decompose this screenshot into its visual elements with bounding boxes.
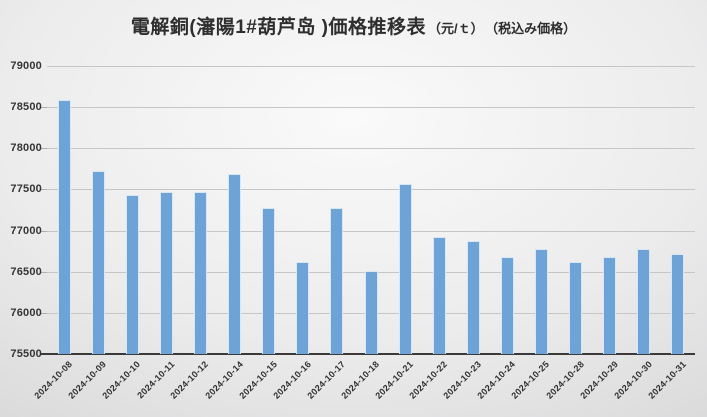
bar [466, 241, 480, 354]
y-axis-tick [41, 271, 47, 273]
y-axis-label: 79000 [10, 60, 42, 72]
bar [569, 261, 583, 354]
bar [535, 248, 549, 354]
y-axis-label: 75500 [10, 348, 42, 360]
y-axis-label: 76000 [10, 306, 42, 319]
bar [193, 191, 207, 354]
chart-title-main: 電解銅(瀋陽1#葫芦岛 )価格推移表 [130, 17, 426, 38]
bar [364, 270, 378, 354]
bar [500, 256, 514, 354]
y-axis-tick [41, 230, 47, 232]
bar [603, 256, 617, 354]
chart-title-note: （税込み価格） [491, 21, 577, 36]
gridline [47, 107, 695, 109]
bar [296, 261, 310, 354]
y-axis-label: 78000 [10, 142, 42, 155]
gridline [47, 66, 695, 67]
y-axis-tick [41, 189, 47, 191]
bar [159, 191, 173, 354]
gridline [47, 189, 695, 191]
gridline [47, 230, 695, 232]
y-axis-tick [41, 148, 47, 150]
y-axis-label: 76500 [10, 265, 42, 278]
bar [671, 253, 685, 354]
bar [228, 173, 242, 354]
chart-title: 電解銅(瀋陽1#葫芦岛 )価格推移表 （元/ｔ） （税込み価格） [0, 12, 707, 39]
bar [330, 208, 344, 354]
x-axis-line [41, 353, 695, 355]
bar [637, 248, 651, 354]
y-axis-tick [41, 312, 47, 314]
bar [91, 170, 105, 354]
y-axis-label: 77000 [10, 224, 42, 237]
chart-title-unit: （元/ｔ） [427, 21, 484, 36]
bar [57, 99, 71, 354]
gridline [47, 148, 695, 150]
y-axis-label: 78500 [10, 101, 42, 114]
bar [262, 208, 276, 354]
bar [432, 237, 446, 354]
y-axis-label: 77500 [10, 183, 42, 196]
bar [398, 183, 412, 354]
bar [125, 195, 139, 354]
y-axis-tick [41, 107, 47, 109]
